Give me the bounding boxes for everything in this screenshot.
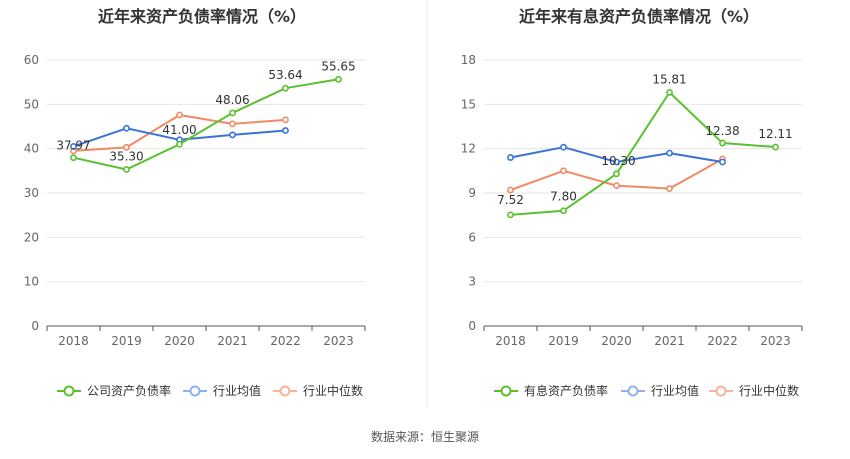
- y-tick-label: 12: [461, 142, 476, 156]
- data-label: 53.64: [268, 68, 302, 82]
- data-label: 35.30: [109, 150, 143, 164]
- legend-label: 行业中位数: [739, 383, 799, 398]
- x-tick-label: 2022: [270, 334, 301, 348]
- legend-swatch-marker: [627, 385, 639, 397]
- data-label: 41.00: [162, 123, 196, 137]
- y-tick-label: 60: [24, 53, 39, 67]
- data-label: 15.81: [652, 72, 686, 86]
- legend-swatch-marker: [715, 385, 727, 397]
- legend-swatch-marker: [63, 385, 75, 397]
- data-point: [123, 166, 130, 173]
- data-label: 37.97: [56, 139, 90, 153]
- series-line: [73, 78, 339, 171]
- legend-label: 行业中位数: [303, 383, 363, 398]
- x-tick-label: 2021: [654, 334, 685, 348]
- y-tick-label: 0: [468, 319, 476, 333]
- data-point: [229, 131, 236, 139]
- chart-title: 近年来有息资产负债率情况（%）: [519, 7, 759, 26]
- y-tick-label: 30: [24, 186, 39, 200]
- x-tick-label: 2018: [495, 334, 526, 348]
- y-tick-label: 9: [468, 186, 476, 200]
- x-tick-label: 2020: [601, 334, 632, 348]
- data-point: [335, 75, 342, 83]
- y-tick-label: 15: [461, 97, 476, 111]
- legend-item[interactable]: 行业均值: [183, 383, 261, 398]
- y-tick-label: 40: [24, 142, 39, 156]
- chart-title: 近年来资产负债率情况（%）: [98, 7, 306, 26]
- chart-right: 近年来有息资产负债率情况（%） 0 3 6 9 12 15 18 2018 2019 2020 20…: [461, 7, 803, 398]
- legend-item[interactable]: 公司资产负债率: [57, 383, 171, 398]
- legend-swatch-marker: [189, 385, 201, 397]
- data-point: [507, 154, 514, 161]
- data-point: [229, 120, 236, 128]
- data-point: [666, 185, 673, 192]
- y-tick-label: 50: [24, 97, 39, 111]
- legend-label: 行业均值: [651, 383, 699, 398]
- y-tick-label: 18: [461, 53, 476, 67]
- legend-swatch-marker: [279, 385, 291, 397]
- chart-left: 近年来资产负债率情况（%） 0 10 20 30 40 50 60 2018 2019 2020 2…: [24, 7, 366, 398]
- legend-item[interactable]: 行业中位数: [709, 383, 799, 398]
- data-point: [229, 109, 236, 117]
- x-tick-label: 2023: [323, 334, 354, 348]
- x-tick-label: 2023: [760, 334, 791, 348]
- data-point: [282, 84, 289, 92]
- legend-item[interactable]: 行业中位数: [273, 383, 363, 398]
- y-tick-label: 0: [31, 319, 39, 333]
- data-point: [507, 186, 514, 194]
- y-tick-label: 10: [24, 275, 39, 289]
- data-label: 7.52: [497, 193, 524, 207]
- legend-label: 有息资产负债率: [524, 383, 608, 398]
- x-tick-label: 2020: [164, 334, 195, 348]
- x-tick-label: 2019: [548, 334, 579, 348]
- x-tick-label: 2018: [58, 334, 89, 348]
- data-point: [666, 149, 673, 157]
- legend-label: 公司资产负债率: [87, 383, 171, 398]
- data-point: [123, 124, 130, 132]
- data-point: [282, 116, 289, 124]
- data-point: [176, 140, 183, 148]
- data-point: [560, 167, 567, 175]
- data-point: [613, 182, 620, 190]
- y-tick-label: 20: [24, 230, 39, 244]
- data-label: 7.80: [550, 190, 577, 204]
- data-point: [613, 170, 620, 178]
- data-source-note: 数据来源：恒生聚源: [370, 430, 479, 444]
- data-point: [507, 211, 514, 219]
- legend-swatch-marker: [500, 385, 512, 397]
- data-point: [123, 143, 130, 151]
- data-point: [176, 111, 183, 119]
- legend-item[interactable]: 行业均值: [621, 383, 699, 398]
- legend-item[interactable]: 有息资产负债率: [494, 383, 608, 398]
- data-label: 12.38: [705, 124, 739, 138]
- data-point: [719, 158, 726, 166]
- data-point: [70, 143, 77, 150]
- data-label: 12.11: [758, 127, 792, 141]
- data-point: [666, 88, 673, 96]
- data-point: [772, 143, 779, 151]
- legend-label: 行业均值: [213, 383, 261, 398]
- data-point: [70, 154, 77, 162]
- x-tick-label: 2022: [707, 334, 738, 348]
- data-label: 55.65: [321, 59, 355, 73]
- data-point: [613, 158, 620, 166]
- x-tick-label: 2021: [217, 334, 248, 348]
- data-label: 10.30: [601, 154, 635, 168]
- data-point: [719, 139, 726, 147]
- data-label: 48.06: [215, 93, 249, 107]
- x-tick-label: 2019: [111, 334, 142, 348]
- data-point: [560, 207, 567, 215]
- y-tick-label: 3: [468, 275, 476, 289]
- series-line: [510, 91, 776, 216]
- data-point: [282, 127, 289, 134]
- y-tick-label: 6: [468, 230, 476, 244]
- data-point: [560, 143, 567, 151]
